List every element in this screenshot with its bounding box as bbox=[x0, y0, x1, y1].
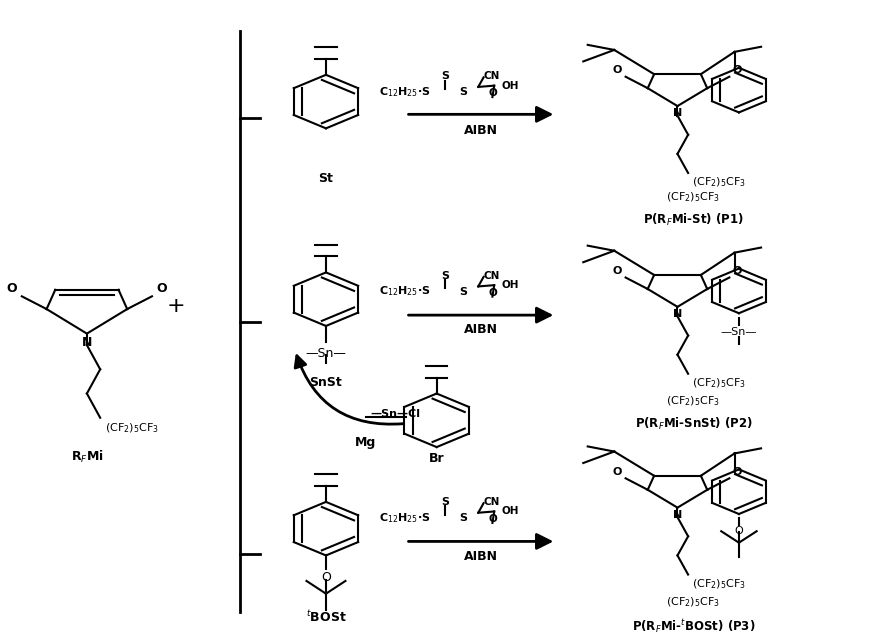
Text: $^t$BOSt: $^t$BOSt bbox=[306, 610, 347, 625]
Text: N: N bbox=[673, 309, 683, 319]
Text: P(R$_F$Mi-SnSt) (P2): P(R$_F$Mi-SnSt) (P2) bbox=[634, 415, 752, 431]
Text: +: + bbox=[166, 296, 184, 316]
Text: O: O bbox=[489, 514, 498, 524]
Text: SnSt: SnSt bbox=[309, 376, 342, 388]
Text: OH: OH bbox=[502, 507, 519, 516]
Text: Br: Br bbox=[429, 452, 445, 465]
Text: (CF$_2$)$_5$CF$_3$: (CF$_2$)$_5$CF$_3$ bbox=[691, 577, 746, 591]
Text: C$_{12}$H$_{25}$·S: C$_{12}$H$_{25}$·S bbox=[379, 511, 430, 525]
Text: —Sn—: —Sn— bbox=[721, 327, 757, 336]
Text: N: N bbox=[82, 336, 92, 349]
Text: N: N bbox=[673, 108, 683, 118]
Text: O: O bbox=[613, 266, 622, 276]
Text: —Sn—Cl: —Sn—Cl bbox=[371, 409, 421, 419]
Text: O: O bbox=[734, 526, 743, 536]
Text: S: S bbox=[442, 71, 449, 81]
Text: CN: CN bbox=[484, 271, 500, 280]
Text: S: S bbox=[442, 497, 449, 507]
Text: O: O bbox=[489, 88, 498, 98]
Text: P(R$_F$Mi-St) (P1): P(R$_F$Mi-St) (P1) bbox=[643, 212, 744, 228]
Text: O: O bbox=[321, 571, 331, 584]
Text: O: O bbox=[157, 282, 167, 295]
Text: (CF$_2$)$_5$CF$_3$: (CF$_2$)$_5$CF$_3$ bbox=[691, 176, 746, 189]
Text: S: S bbox=[459, 287, 467, 296]
Text: S: S bbox=[459, 87, 467, 97]
Text: O: O bbox=[733, 66, 742, 75]
Text: O: O bbox=[489, 288, 498, 298]
Text: R$_F$Mi: R$_F$Mi bbox=[70, 449, 103, 465]
Text: C$_{12}$H$_{25}$·S: C$_{12}$H$_{25}$·S bbox=[379, 85, 430, 99]
Text: AIBN: AIBN bbox=[464, 123, 498, 137]
Text: O: O bbox=[7, 282, 18, 295]
Text: (CF$_2$)$_5$CF$_3$: (CF$_2$)$_5$CF$_3$ bbox=[691, 376, 746, 390]
Text: O: O bbox=[733, 467, 742, 477]
Text: O: O bbox=[613, 467, 622, 477]
Text: S: S bbox=[442, 271, 449, 280]
Text: —Sn—: —Sn— bbox=[306, 347, 347, 360]
Text: C$_{12}$H$_{25}$·S: C$_{12}$H$_{25}$·S bbox=[379, 285, 430, 298]
Text: CN: CN bbox=[484, 71, 500, 81]
Text: (CF$_2$)$_5$CF$_3$: (CF$_2$)$_5$CF$_3$ bbox=[666, 394, 721, 408]
Text: (CF$_2$)$_5$CF$_3$: (CF$_2$)$_5$CF$_3$ bbox=[666, 190, 721, 204]
Text: P(R$_F$Mi-$^t$BOSt) (P3): P(R$_F$Mi-$^t$BOSt) (P3) bbox=[632, 617, 756, 635]
Text: (CF$_2$)$_5$CF$_3$: (CF$_2$)$_5$CF$_3$ bbox=[104, 421, 159, 435]
Text: O: O bbox=[613, 66, 622, 75]
Text: CN: CN bbox=[484, 497, 500, 507]
Text: O: O bbox=[733, 266, 742, 276]
Text: St: St bbox=[318, 172, 333, 185]
Text: OH: OH bbox=[502, 80, 519, 91]
Text: OH: OH bbox=[502, 280, 519, 290]
Text: N: N bbox=[673, 509, 683, 520]
Text: Mg: Mg bbox=[356, 436, 376, 449]
Text: S: S bbox=[459, 513, 467, 523]
Text: AIBN: AIBN bbox=[464, 323, 498, 336]
Text: (CF$_2$)$_5$CF$_3$: (CF$_2$)$_5$CF$_3$ bbox=[666, 595, 721, 609]
Text: AIBN: AIBN bbox=[464, 550, 498, 563]
